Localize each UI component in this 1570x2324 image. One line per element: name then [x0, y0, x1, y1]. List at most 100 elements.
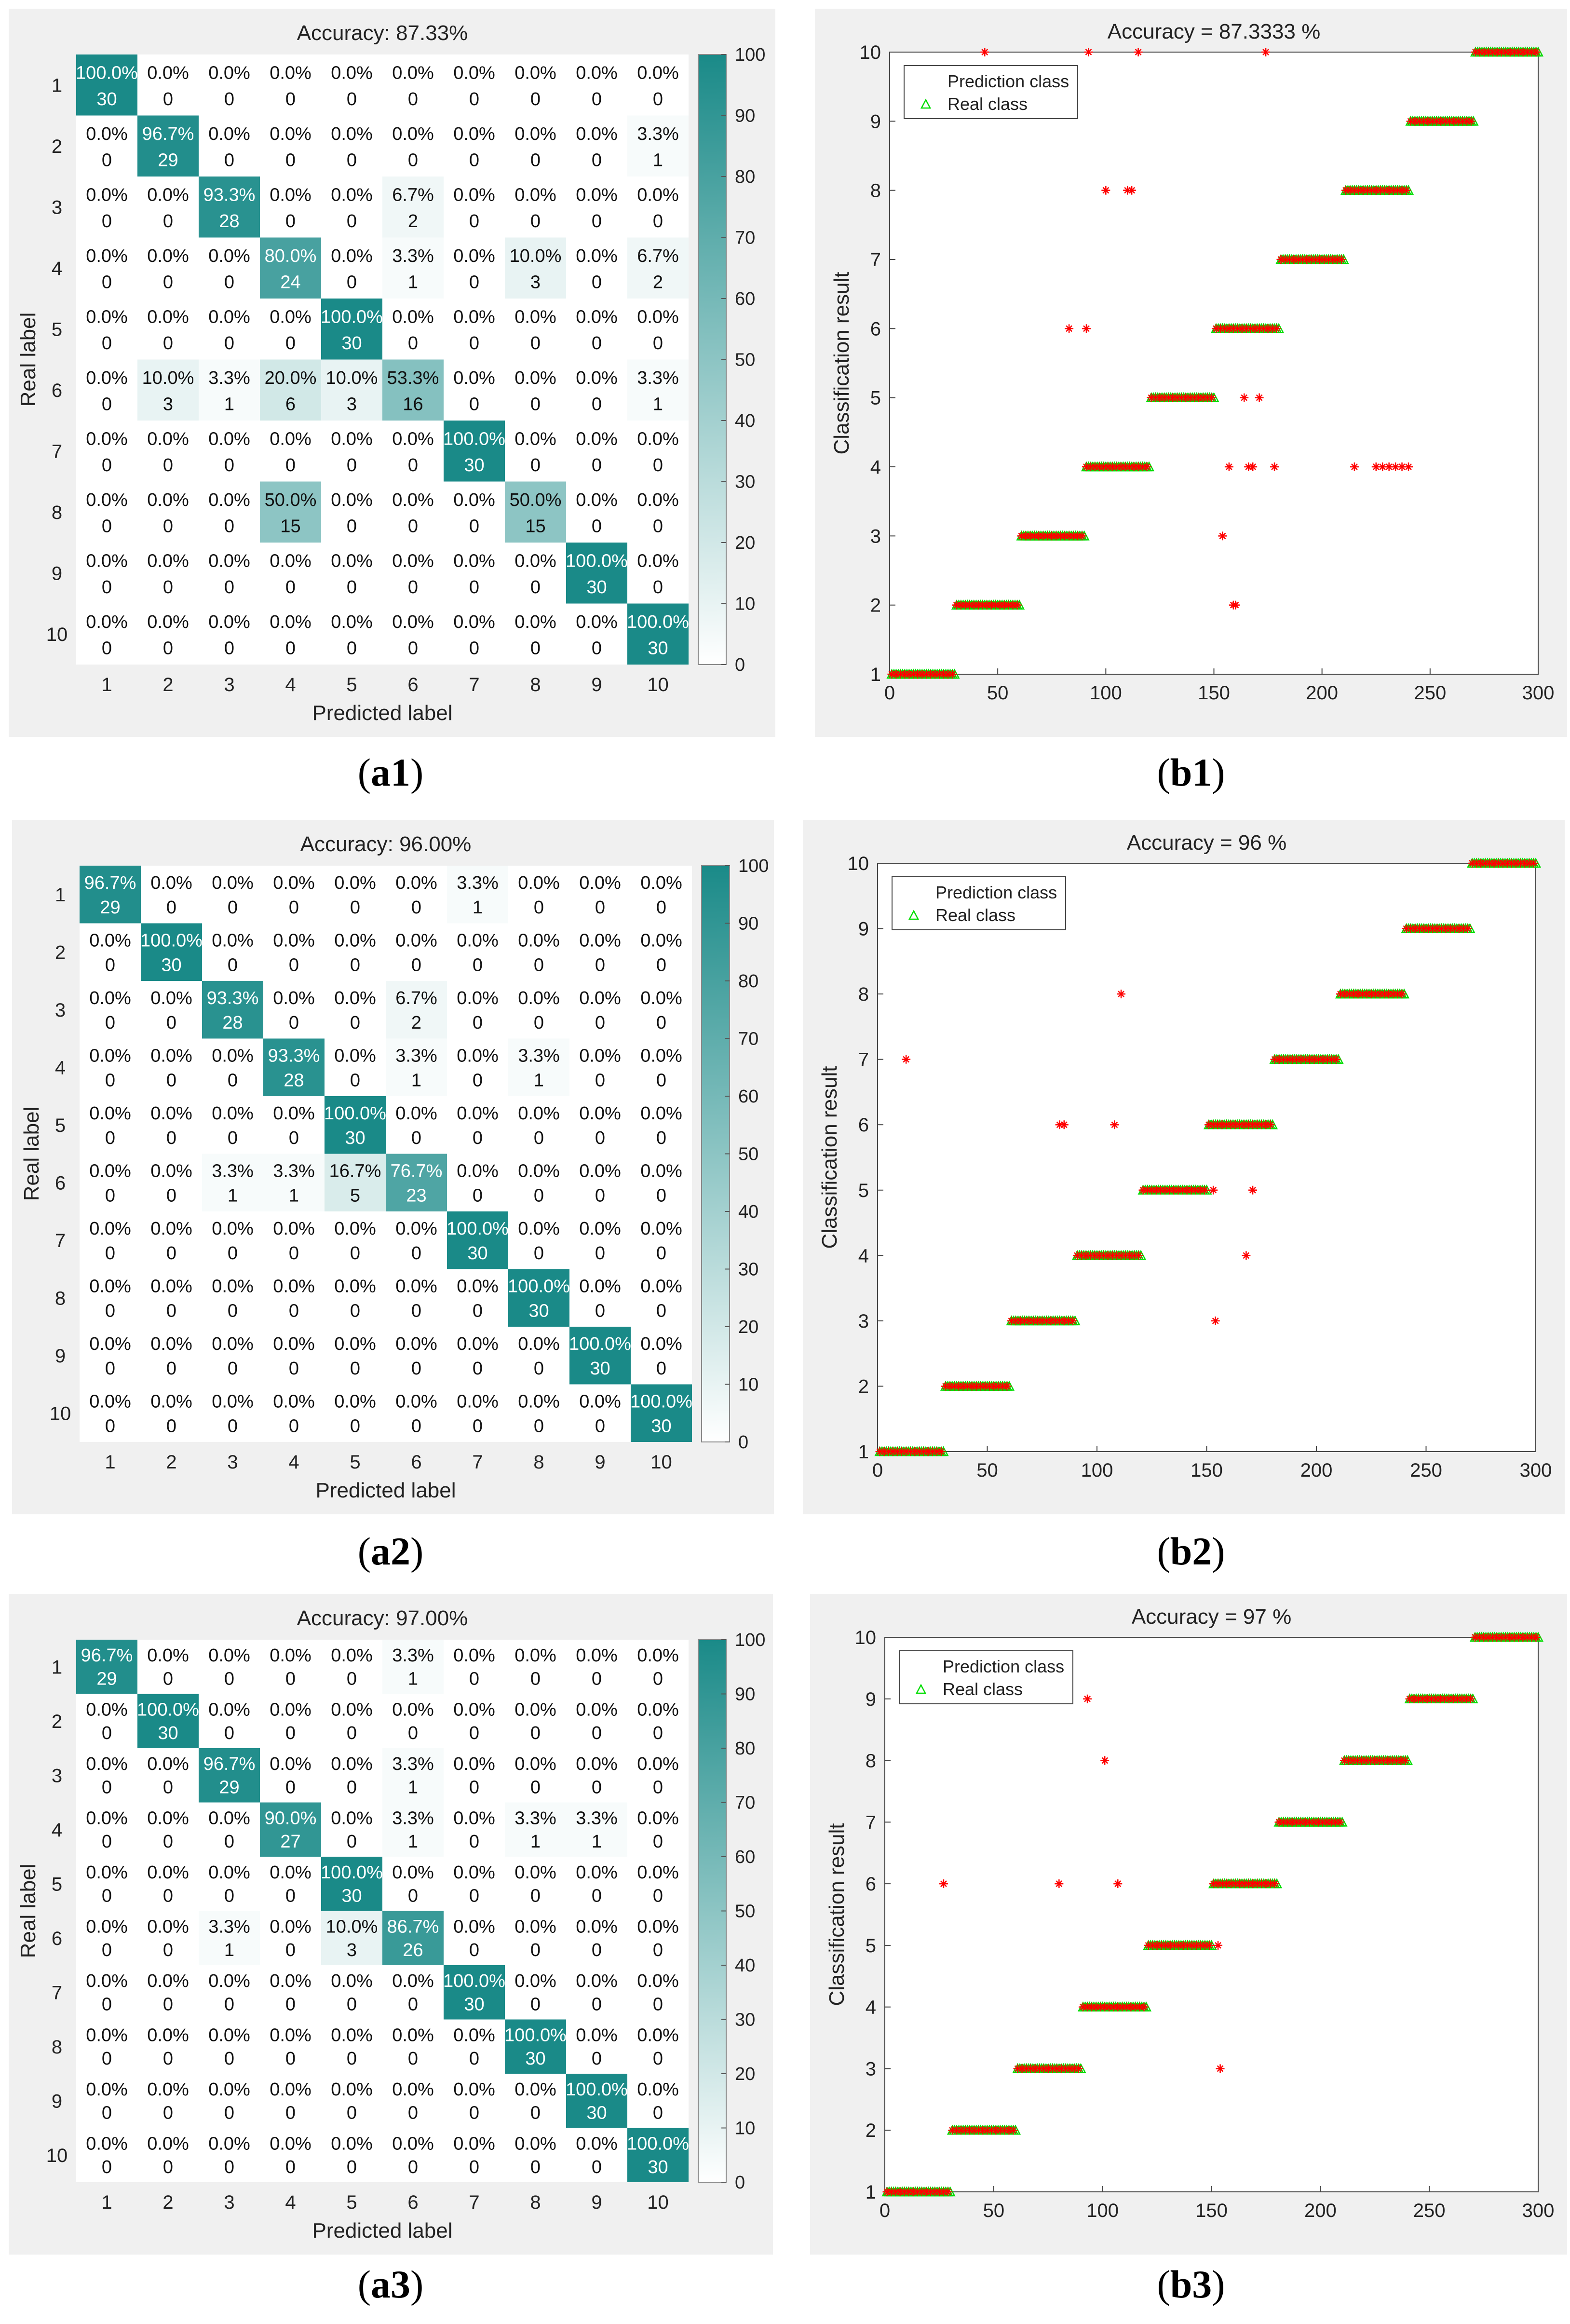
cell-count: 0 — [102, 211, 112, 231]
cell-count: 0 — [653, 455, 663, 476]
matrix-cell — [199, 1802, 260, 1857]
cell-count: 0 — [469, 394, 479, 414]
cell-percent: 0.0% — [86, 1808, 128, 1829]
caption-label: b3 — [1170, 2262, 1212, 2306]
colorbar-tick-label: 10 — [738, 1375, 758, 1395]
y-tick-label: 3 — [870, 526, 881, 547]
matrix-cell — [627, 54, 689, 116]
cell-percent: 0.0% — [331, 551, 373, 571]
cell-percent: 0.0% — [576, 612, 618, 632]
x-tick-label: 0 — [880, 2200, 890, 2221]
y-tick-label: 4 — [858, 1245, 869, 1266]
cell-percent: 0.0% — [640, 1046, 682, 1066]
y-tick-label: 2 — [866, 2120, 876, 2141]
cell-count: 0 — [228, 955, 238, 976]
cell-count: 0 — [105, 1186, 115, 1206]
matrix-cell — [508, 1269, 569, 1327]
cell-count: 2 — [653, 272, 663, 292]
matrix-cell — [80, 866, 141, 924]
cell-percent: 0.0% — [147, 185, 189, 205]
matrix-cell — [202, 1327, 263, 1385]
cell-percent: 0.0% — [514, 1917, 556, 1937]
cell-count: 0 — [411, 1416, 421, 1437]
col-tick-label: 8 — [533, 1452, 544, 1473]
matrix-cell — [321, 237, 382, 299]
matrix-cell — [321, 359, 382, 421]
matrix-cell — [199, 1965, 260, 2020]
matrix-cell — [260, 543, 321, 604]
cell-count: 0 — [163, 211, 173, 231]
cell-percent: 0.0% — [453, 2079, 495, 2100]
matrix-cell — [508, 1038, 569, 1096]
cell-percent: 0.0% — [331, 1645, 373, 1666]
cell-count: 0 — [347, 577, 357, 598]
cell-count: 0 — [592, 150, 602, 170]
x-tick-label: 250 — [1413, 2200, 1446, 2221]
cell-count: 0 — [350, 1243, 360, 1264]
legend-box — [904, 65, 1078, 119]
matrix-cell — [137, 603, 199, 665]
row-tick-label: 2 — [55, 942, 66, 963]
cell-count: 0 — [350, 1013, 360, 1033]
cell-count: 0 — [224, 1723, 234, 1743]
cell-count: 0 — [656, 1071, 666, 1091]
matrix-cell — [569, 866, 631, 924]
cell-count: 0 — [105, 1071, 115, 1091]
cell-percent: 0.0% — [208, 1645, 250, 1666]
matrix-cell — [325, 981, 386, 1039]
matrix-cell — [137, 359, 199, 421]
cell-percent: 0.0% — [514, 1754, 556, 1774]
matrix-cell — [566, 237, 627, 299]
x-tick-label: 100 — [1081, 1460, 1113, 1481]
matrix-cell — [444, 1857, 505, 1911]
col-tick-label: 4 — [285, 2192, 296, 2213]
matrix-cell — [260, 2074, 321, 2128]
cell-count: 0 — [592, 1777, 602, 1797]
cell-count: 0 — [228, 1416, 238, 1437]
cell-percent: 0.0% — [270, 612, 311, 632]
cell-count: 0 — [656, 1013, 666, 1033]
cell-percent: 0.0% — [89, 1046, 131, 1066]
col-tick-label: 5 — [346, 674, 357, 695]
legend-real-marker — [915, 1684, 927, 1694]
cell-count: 0 — [469, 1723, 479, 1743]
matrix-cell — [202, 866, 263, 924]
col-tick-label: 9 — [591, 2192, 602, 2213]
cell-count: 0 — [102, 1940, 112, 1960]
cell-percent: 0.0% — [640, 988, 682, 1008]
cell-count: 0 — [530, 1777, 541, 1797]
y-tick-label: 6 — [870, 318, 881, 340]
matrix-cell — [141, 1038, 202, 1096]
matrix-cell — [444, 2074, 505, 2128]
misclassified-marker — [1082, 324, 1091, 333]
cell-percent: 100.0% — [137, 1700, 199, 1720]
cell-count: 0 — [656, 1301, 666, 1321]
matrix-cell — [199, 481, 260, 543]
matrix-cell — [386, 923, 447, 981]
col-tick-label: 3 — [224, 674, 234, 695]
col-tick-label: 9 — [591, 674, 602, 695]
cell-count: 0 — [285, 2049, 296, 2069]
cell-percent: 0.0% — [147, 1808, 189, 1829]
cell-count: 0 — [534, 1128, 544, 1148]
cell-count: 0 — [469, 272, 479, 292]
cell-percent: 0.0% — [89, 1276, 131, 1296]
cell-percent: 0.0% — [453, 551, 495, 571]
matrix-cell — [627, 1857, 689, 1911]
matrix-cell — [566, 2019, 627, 2074]
cell-count: 0 — [592, 211, 602, 231]
matrix-cell — [382, 237, 444, 299]
cell-count: 27 — [280, 1832, 300, 1852]
cell-count: 0 — [534, 1359, 544, 1379]
matrix-cell — [382, 1857, 444, 1911]
matrix-cell — [569, 1096, 631, 1154]
cell-count: 0 — [163, 1832, 173, 1852]
matrix-cell — [137, 2074, 199, 2128]
y-tick-label: 8 — [870, 180, 881, 202]
cell-percent: 0.0% — [514, 612, 556, 632]
matrix-cell — [260, 1694, 321, 1748]
matrix-cell — [508, 981, 569, 1039]
cell-percent: 6.7% — [637, 246, 679, 266]
row-tick-label: 10 — [46, 624, 68, 645]
matrix-cell — [263, 1096, 325, 1154]
